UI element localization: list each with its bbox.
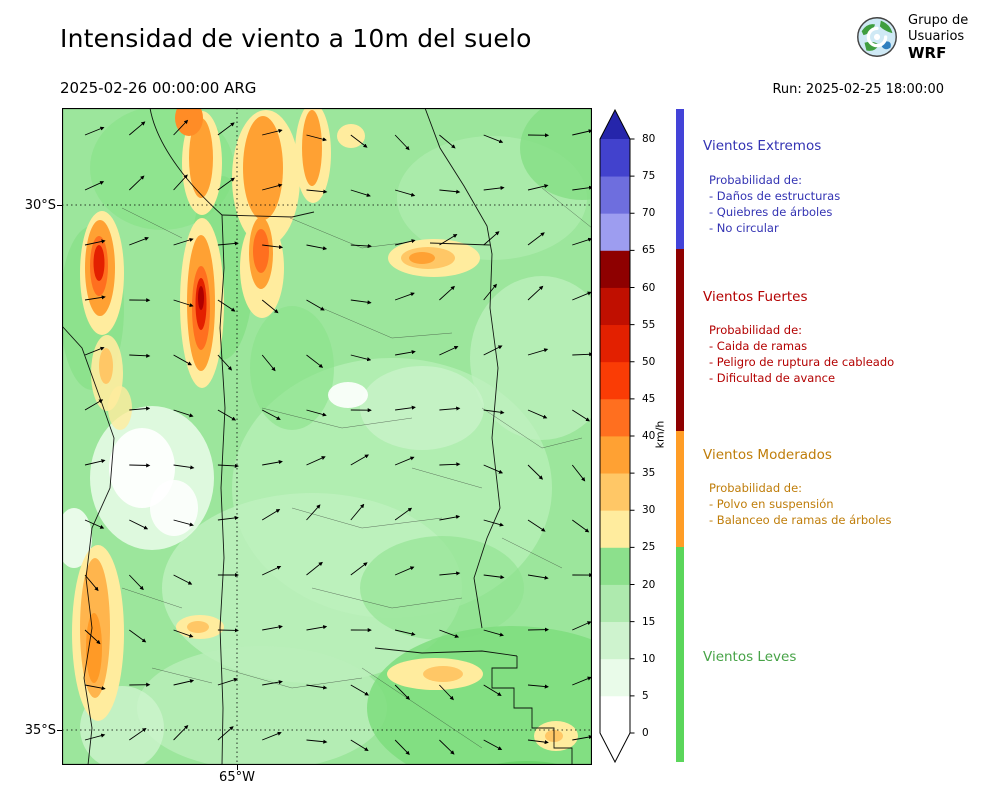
legend-body-moderados: Probabilidad de: - Polvo en suspensión -…	[703, 480, 1000, 528]
colorbar-tick-marks	[630, 138, 635, 734]
legend-item: - Balanceo de ramas de árboles	[709, 513, 892, 527]
legend-strip-segment	[676, 431, 684, 547]
legend-title-leves: Vientos Leves	[703, 649, 797, 665]
y-tick-30s: 30°S	[24, 198, 56, 213]
logo-line-2: Usuarios	[908, 29, 965, 44]
legend-section-moderados: Vientos Moderados Probabilidad de: - Pol…	[703, 447, 1000, 528]
colorbar-tick-label: 70	[642, 207, 656, 220]
tick-mark	[57, 205, 62, 206]
y-tick-35s: 35°S	[24, 723, 56, 738]
x-tick-65w: 65°W	[219, 770, 255, 785]
province-boundaries	[62, 108, 573, 765]
legend-intro: Probabilidad de:	[709, 481, 803, 495]
colorbar-tick-label: 60	[642, 281, 656, 294]
legend-section-extremos: Vientos Extremos Probabilidad de: - Daño…	[703, 138, 1000, 236]
wrf-user-group-logo: Grupo de Usuarios WRF	[852, 12, 968, 62]
department-boundaries	[121, 187, 592, 749]
colorbar-tick-label: 0	[642, 727, 649, 739]
colorbar-tick-label: 45	[642, 392, 656, 405]
colorbar-tick-label: 35	[642, 467, 656, 480]
colorbar-tick-label: 75	[642, 170, 656, 183]
legend-item: - Quiebres de árboles	[709, 205, 833, 219]
grid-lines	[62, 108, 592, 765]
legend-strip-segment	[676, 109, 684, 249]
legend-strip-segment	[676, 547, 684, 762]
wind-intensity-map	[62, 108, 592, 765]
colorbar-tick-label: 5	[642, 689, 649, 702]
legend-item: - Daños de estructuras	[709, 189, 841, 203]
legend-color-strip	[676, 109, 684, 762]
logo-text: Grupo de Usuarios WRF	[908, 13, 968, 61]
legend-item: - Peligro de ruptura de cableado	[709, 355, 895, 369]
colorbar-extend-arrow-bottom	[600, 733, 630, 762]
legend-section-fuertes: Vientos Fuertes Probabilidad de: - Caida…	[703, 289, 1000, 386]
legend-intro: Probabilidad de:	[709, 173, 803, 187]
map-area	[62, 108, 592, 765]
colorbar-scale	[599, 108, 635, 764]
tick-mark	[57, 730, 62, 731]
legend-strip-segment	[676, 249, 684, 431]
page-title: Intensidad de viento a 10m del suelo	[60, 24, 532, 53]
legend-title-extremos: Vientos Extremos	[703, 138, 822, 154]
colorbar-tick-label: 65	[642, 244, 656, 257]
legend-item: - Caida de ramas	[709, 339, 808, 353]
legend-section-leves: Vientos Leves	[703, 649, 1000, 667]
legend-body-extremos: Probabilidad de: - Daños de estructuras …	[703, 172, 1000, 236]
colorbar-extend-arrow-top	[600, 110, 630, 139]
globe-hurricane-icon	[857, 17, 897, 57]
logo-line-3: WRF	[908, 44, 947, 62]
colorbar-tick-label: 80	[642, 133, 656, 145]
legend-item: - Dificultad de avance	[709, 371, 836, 385]
colorbar-tick-label: 50	[642, 355, 656, 368]
colorbar: 0 5 10 15 20 25 30 35 40 45 50 55 60 65 70 75 80 km/h	[598, 108, 676, 768]
legend-intro: Probabilidad de:	[709, 323, 803, 337]
legend-title-fuertes: Vientos Fuertes	[703, 289, 808, 305]
colorbar-tick-label: 15	[642, 615, 656, 628]
valid-datetime-label: 2025-02-26 00:00:00 ARG	[60, 79, 257, 97]
legend-item: - No circular	[709, 221, 779, 235]
legend-item: - Polvo en suspensión	[709, 497, 834, 511]
logo-line-1: Grupo de	[908, 13, 969, 28]
colorbar-tick-label: 20	[642, 578, 656, 591]
colorbar-tick-label: 55	[642, 318, 656, 331]
legend-title-moderados: Vientos Moderados	[703, 447, 832, 463]
wind-direction-arrows	[84, 119, 592, 756]
colorbar-tick-label: 10	[642, 652, 656, 665]
run-datetime-label: Run: 2025-02-25 18:00:00	[772, 82, 944, 97]
colorbar-tick-label: 40	[642, 430, 656, 442]
tick-mark	[237, 765, 238, 770]
colorbar-tick-label: 25	[642, 541, 656, 554]
colorbar-unit-label: km/h	[653, 420, 667, 449]
legend-body-fuertes: Probabilidad de: - Caida de ramas - Peli…	[703, 322, 1000, 386]
colorbar-tick-label: 30	[642, 504, 656, 517]
map-border	[62, 108, 592, 765]
wind-speed-shading	[62, 108, 592, 765]
